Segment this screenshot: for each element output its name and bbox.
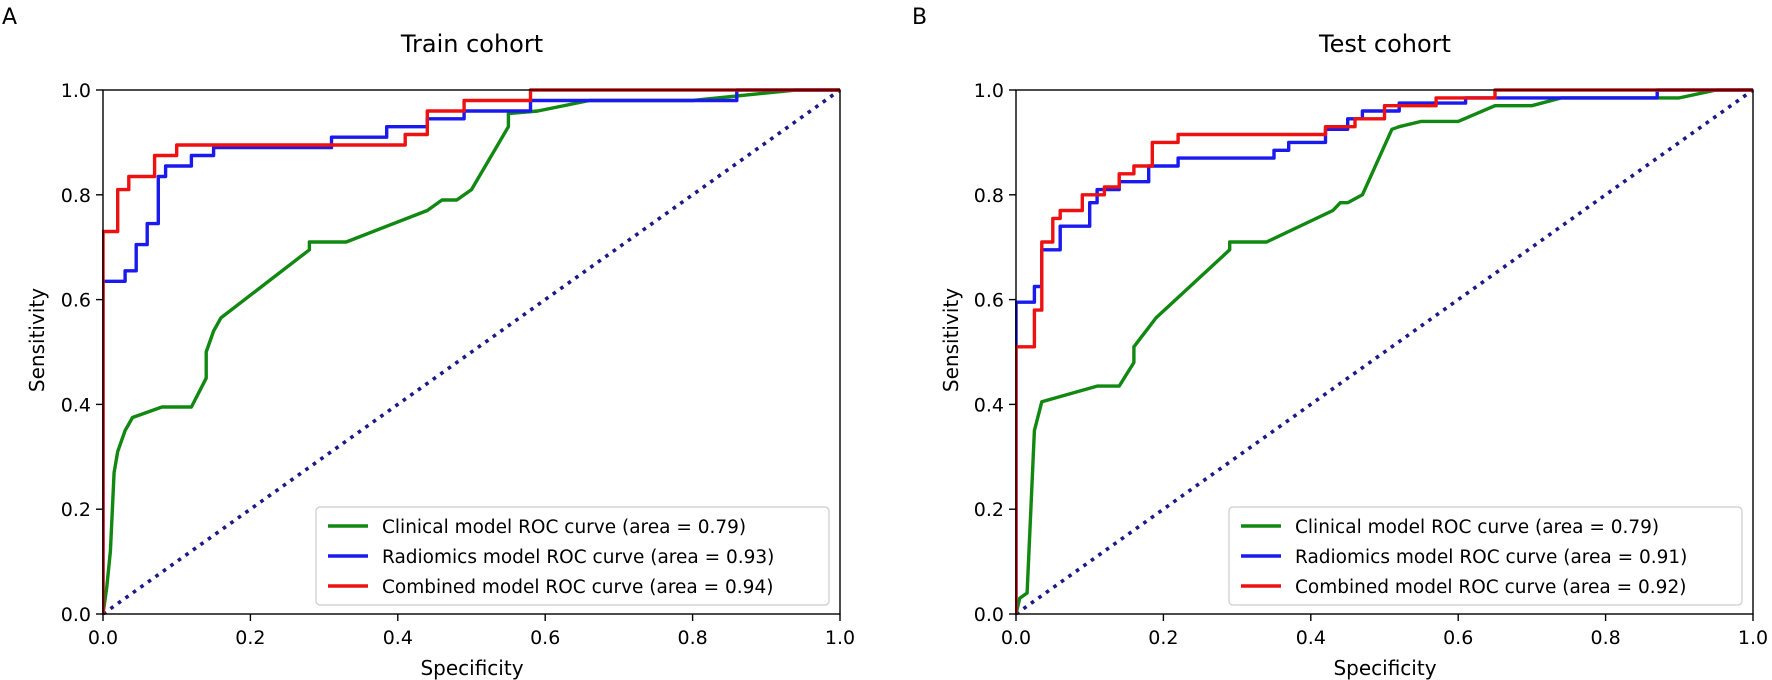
x-axis-label-test: Specificity bbox=[1333, 656, 1436, 680]
legend-label-radiomics-test: Radiomics model ROC curve (area = 0.91) bbox=[1295, 547, 1687, 568]
legend-label-radiomics-train: Radiomics model ROC curve (area = 0.93) bbox=[382, 547, 774, 568]
axes-frame-train bbox=[102, 89, 841, 615]
y-tick-label-train-4: 0.8 bbox=[61, 185, 91, 207]
panel-label-b: B bbox=[912, 5, 927, 30]
x-tick-label-test-3: 0.6 bbox=[1443, 627, 1473, 649]
plot-area-train bbox=[102, 88, 841, 615]
legend-label-clinical-test: Clinical model ROC curve (area = 0.79) bbox=[1295, 517, 1659, 538]
x-tick-label-test-0: 0.0 bbox=[1001, 627, 1031, 649]
x-tick-label-train-3: 0.6 bbox=[530, 627, 560, 649]
chart-title-train: Train cohort bbox=[400, 30, 543, 58]
y-tick-label-test-0: 0.0 bbox=[974, 604, 1004, 626]
roc-curve-clinical-test bbox=[1015, 88, 1753, 615]
x-tick-label-train-1: 0.2 bbox=[235, 627, 265, 649]
legend-train: Clinical model ROC curve (area = 0.79) Ra… bbox=[315, 506, 830, 606]
chance-line-test bbox=[1015, 88, 1754, 615]
y-tick-label-test-5: 1.0 bbox=[974, 80, 1004, 102]
x-tick-label-train-2: 0.4 bbox=[383, 627, 413, 649]
x-tick-label-test-1: 0.2 bbox=[1148, 627, 1178, 649]
y-tick-label-train-5: 1.0 bbox=[61, 80, 91, 102]
y-axis-label-test: Sensitivity bbox=[939, 288, 963, 392]
panel-train-cohort: A Train cohort Specificity Sensitivity 0… bbox=[2, 5, 855, 680]
legend-box-test bbox=[1228, 506, 1743, 606]
roc-curve-combined-train bbox=[102, 88, 840, 614]
legend-label-clinical-train: Clinical model ROC curve (area = 0.79) bbox=[382, 517, 746, 538]
x-tick-label-test-4: 0.8 bbox=[1590, 627, 1620, 649]
x-axis-label-train: Specificity bbox=[420, 656, 523, 680]
panel-label-a: A bbox=[2, 5, 17, 30]
legend-test: Clinical model ROC curve (area = 0.79) Ra… bbox=[1228, 506, 1743, 606]
roc-curve-radiomics-test bbox=[1015, 88, 1753, 614]
plot-area-test bbox=[1015, 88, 1754, 615]
y-tick-label-train-0: 0.0 bbox=[61, 604, 91, 626]
x-tick-label-train-0: 0.0 bbox=[88, 627, 118, 649]
y-axis-label-train: Sensitivity bbox=[25, 288, 49, 392]
roc-curve-combined-test bbox=[1015, 88, 1753, 614]
x-tick-label-test-2: 0.4 bbox=[1296, 627, 1326, 649]
y-tick-label-test-4: 0.8 bbox=[974, 185, 1004, 207]
axes-frame-test bbox=[1015, 89, 1754, 615]
y-tick-label-train-1: 0.2 bbox=[61, 499, 91, 521]
chart-title-test: Test cohort bbox=[1318, 30, 1451, 58]
legend-label-combined-test: Combined model ROC curve (area = 0.92) bbox=[1295, 577, 1686, 598]
y-tick-label-test-2: 0.4 bbox=[974, 394, 1004, 416]
y-tick-label-train-2: 0.4 bbox=[61, 394, 91, 416]
x-tick-label-train-4: 0.8 bbox=[677, 627, 707, 649]
y-tick-label-test-1: 0.2 bbox=[974, 499, 1004, 521]
chance-line-train bbox=[102, 88, 841, 615]
y-tick-label-train-3: 0.6 bbox=[61, 290, 91, 312]
x-tick-label-test-5: 1.0 bbox=[1738, 627, 1768, 649]
legend-box-train bbox=[315, 506, 830, 606]
y-tick-label-test-3: 0.6 bbox=[974, 290, 1004, 312]
roc-curve-radiomics-train bbox=[102, 88, 840, 614]
legend-label-combined-train: Combined model ROC curve (area = 0.94) bbox=[382, 577, 773, 598]
x-tick-label-train-5: 1.0 bbox=[825, 627, 855, 649]
panel-test-cohort: B Test cohort Specificity Sensitivity 0.… bbox=[912, 5, 1768, 680]
